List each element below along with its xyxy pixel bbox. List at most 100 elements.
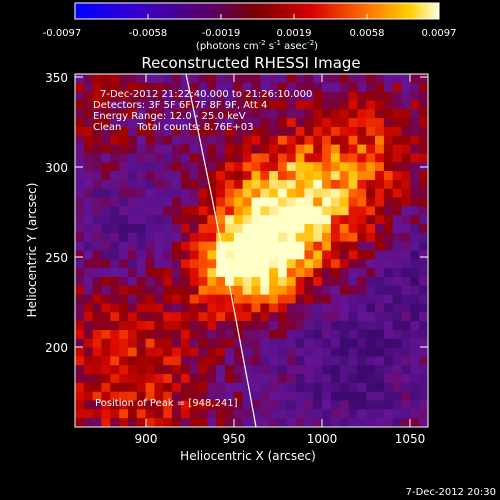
- image-pixel: [410, 312, 420, 322]
- image-pixel: [207, 162, 217, 172]
- plot-frame: [74, 73, 429, 428]
- image-pixel: [172, 162, 182, 172]
- image-pixel: [295, 276, 306, 287]
- image-pixel: [207, 356, 217, 366]
- image-pixel: [136, 365, 147, 375]
- image-pixel: [401, 232, 411, 243]
- image-pixel: [348, 135, 358, 146]
- image-pixel: [198, 232, 208, 243]
- image-pixel: [127, 374, 138, 384]
- image-pixel: [145, 321, 156, 331]
- image-pixel: [304, 153, 314, 163]
- image-pixel: [207, 118, 217, 128]
- image-pixel: [119, 268, 129, 278]
- image-pixel: [383, 153, 394, 163]
- image-pixel: [383, 109, 394, 119]
- image-pixel: [304, 294, 314, 305]
- image-pixel: [251, 329, 261, 340]
- image-pixel: [392, 100, 403, 110]
- image-pixel: [269, 338, 279, 349]
- image-pixel: [392, 382, 403, 393]
- image-pixel: [119, 206, 129, 216]
- image-pixel: [207, 382, 217, 393]
- image-pixel: [198, 109, 208, 119]
- image-pixel: [295, 215, 306, 225]
- image-pixel: [92, 356, 103, 366]
- image-pixel: [348, 144, 358, 155]
- image-pixel: [180, 329, 191, 340]
- image-pixel: [92, 294, 103, 305]
- image-pixel: [75, 312, 85, 322]
- image-pixel: [198, 215, 208, 225]
- image-pixel: [101, 74, 111, 84]
- image-pixel: [207, 188, 217, 199]
- image-pixel: [163, 82, 173, 93]
- image-pixel: [242, 338, 253, 349]
- image-pixel: [180, 347, 191, 357]
- image-pixel: [92, 321, 103, 331]
- image-pixel: [251, 135, 261, 146]
- image-pixel: [313, 74, 323, 84]
- image-pixel: [101, 418, 111, 427]
- image-pixel: [313, 409, 323, 419]
- image-pixel: [198, 303, 208, 313]
- image-pixel: [410, 391, 420, 402]
- image-pixel: [225, 91, 235, 102]
- image-pixel: [101, 329, 111, 340]
- image-pixel: [348, 303, 358, 313]
- image-pixel: [136, 232, 147, 243]
- image-pixel: [119, 118, 129, 128]
- image-pixel: [401, 356, 411, 366]
- image-pixel: [295, 126, 306, 137]
- image-pixel: [189, 179, 200, 190]
- image-pixel: [357, 365, 367, 375]
- image-pixel: [366, 179, 376, 190]
- image-pixel: [410, 206, 420, 216]
- image-pixel: [339, 400, 350, 410]
- image-pixel: [383, 321, 394, 331]
- image-pixel: [119, 321, 129, 331]
- image-pixel: [313, 109, 323, 119]
- image-pixel: [83, 179, 94, 190]
- image-pixel: [339, 118, 350, 128]
- image-pixel: [225, 153, 235, 163]
- image-pixel: [295, 135, 306, 146]
- image-pixel: [198, 118, 208, 128]
- image-pixel: [304, 109, 314, 119]
- image-pixel: [233, 144, 244, 155]
- image-pixel: [172, 224, 182, 234]
- colorbar-tick-label: -0.0019: [202, 28, 241, 39]
- image-pixel: [339, 329, 350, 340]
- image-pixel: [75, 294, 85, 305]
- image-pixel: [330, 268, 341, 278]
- image-pixel: [92, 126, 103, 137]
- image-pixel: [110, 418, 120, 427]
- image-pixel: [330, 135, 341, 146]
- image-pixel: [304, 126, 314, 137]
- image-pixel: [101, 179, 111, 190]
- image-pixel: [375, 179, 385, 190]
- image-pixel: [419, 268, 428, 278]
- image-pixel: [180, 188, 191, 199]
- image-pixel: [366, 312, 376, 322]
- image-pixel: [145, 118, 156, 128]
- colorbar-units-label: (photons cm-2 s-1 asec-2): [196, 39, 318, 52]
- image-pixel: [260, 365, 270, 375]
- image-pixel: [136, 321, 147, 331]
- image-pixel: [92, 188, 103, 199]
- image-pixel: [242, 144, 253, 155]
- image-pixel: [366, 321, 376, 331]
- image-pixel: [313, 100, 323, 110]
- image-pixel: [366, 135, 376, 146]
- image-pixel: [83, 312, 94, 322]
- image-pixel: [419, 312, 428, 322]
- image-pixel: [136, 215, 147, 225]
- image-pixel: [127, 162, 138, 172]
- image-pixel: [127, 276, 138, 287]
- image-pixel: [401, 162, 411, 172]
- peak-position-label: Position of Peak = [948,241]: [95, 398, 238, 409]
- image-pixel: [375, 418, 385, 427]
- image-pixel: [366, 188, 376, 199]
- image-pixel: [110, 329, 120, 340]
- image-pixel: [189, 347, 200, 357]
